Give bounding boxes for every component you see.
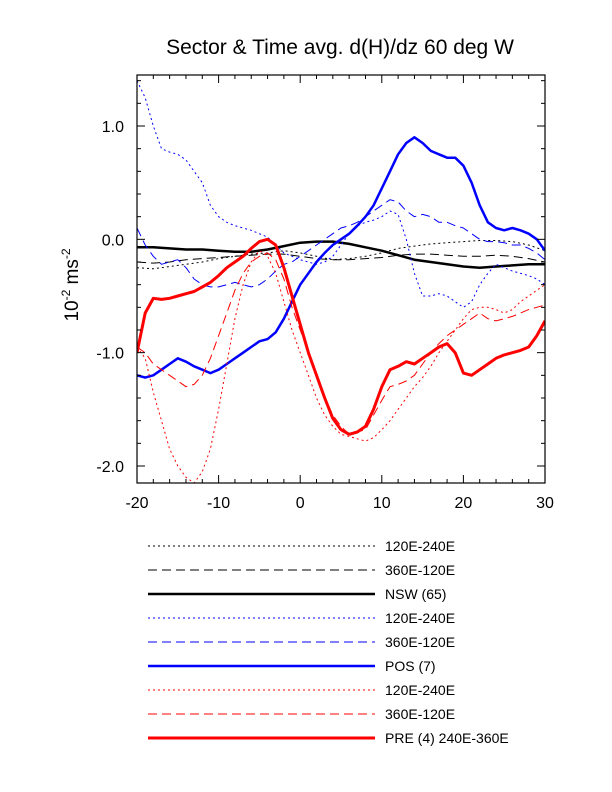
series-line-9 xyxy=(137,237,545,436)
x-tick-label: 30 xyxy=(536,495,554,512)
series-line-3 xyxy=(137,240,545,269)
legend-label-8: 360E-120E xyxy=(385,706,455,722)
x-tick-label: 10 xyxy=(373,495,391,512)
x-tick-label: -20 xyxy=(125,495,148,512)
series-line-8 xyxy=(137,252,545,435)
legend-label-6: POS (7) xyxy=(385,658,436,674)
series-layer xyxy=(137,80,545,483)
series-line-2 xyxy=(137,253,545,264)
series-line-6 xyxy=(137,136,545,379)
legend-label-3: NSW (65) xyxy=(385,586,446,602)
y-axis-label-base: 10 xyxy=(62,300,83,321)
legend-label-2: 360E-120E xyxy=(385,562,455,578)
x-tick-label: 20 xyxy=(455,495,473,512)
x-tick-label: 0 xyxy=(296,495,305,512)
y-tick-label: -1.0 xyxy=(96,346,124,363)
svg-text:10-2 ms-2: 10-2 ms-2 xyxy=(59,248,83,321)
x-tick-label: -10 xyxy=(207,495,230,512)
legend-label-4: 120E-240E xyxy=(385,610,455,626)
y-axis-label-exp: -2 xyxy=(59,289,73,300)
legend: 120E-240E 360E-120E NSW (65) 120E-240E 360E-… xyxy=(148,538,509,746)
series-line-1 xyxy=(137,240,545,270)
axes-layer: -20 -10 0 10 20 30 1.0 0.0 -1.0 -2.0 xyxy=(96,74,554,512)
y-axis-label-unit-exp: -2 xyxy=(59,248,73,259)
legend-label-7: 120E-240E xyxy=(385,682,455,698)
y-axis-label-unit: ms xyxy=(62,259,83,290)
series-line-4 xyxy=(137,80,545,308)
y-tick-label: -2.0 xyxy=(96,459,124,476)
legend-label-5: 360E-120E xyxy=(385,634,455,650)
plot-frame xyxy=(136,74,546,484)
legend-label-9: PRE (4) 240E-360E xyxy=(385,730,509,746)
series-line-7 xyxy=(137,250,545,483)
y-tick-label: 0.0 xyxy=(102,232,124,249)
chart-title: Sector & Time avg. d(H)/dz 60 deg W xyxy=(166,36,514,59)
y-axis-label: 10-2 ms-2 xyxy=(59,248,83,321)
legend-label-1: 120E-240E xyxy=(385,538,455,554)
y-tick-label: 1.0 xyxy=(102,119,124,136)
